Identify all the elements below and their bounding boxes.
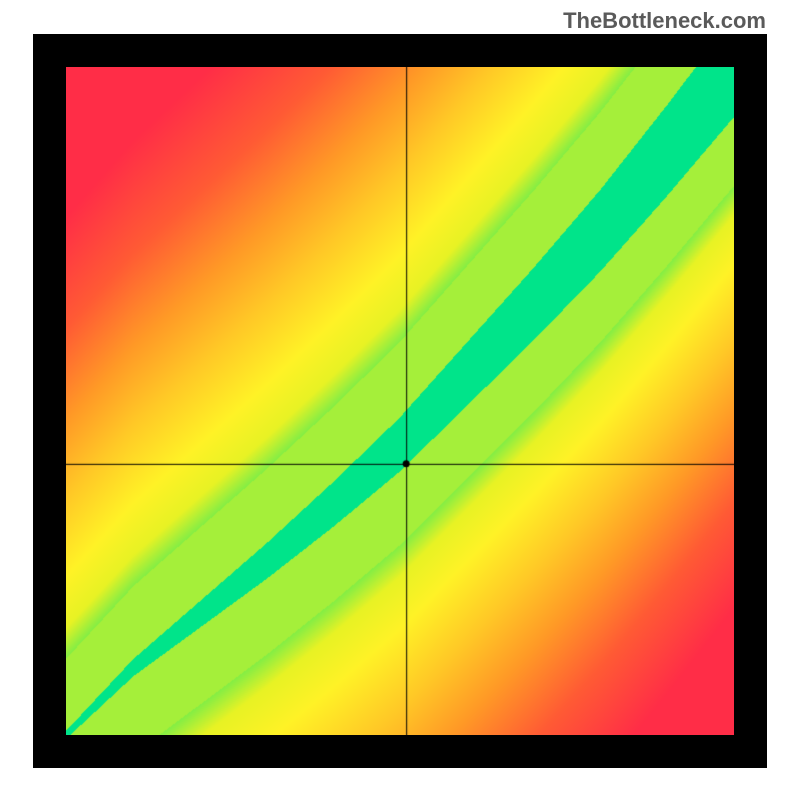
watermark-text: TheBottleneck.com (563, 8, 766, 34)
container: TheBottleneck.com (0, 0, 800, 800)
heatmap-plot (66, 67, 734, 735)
heatmap-canvas (66, 67, 734, 735)
